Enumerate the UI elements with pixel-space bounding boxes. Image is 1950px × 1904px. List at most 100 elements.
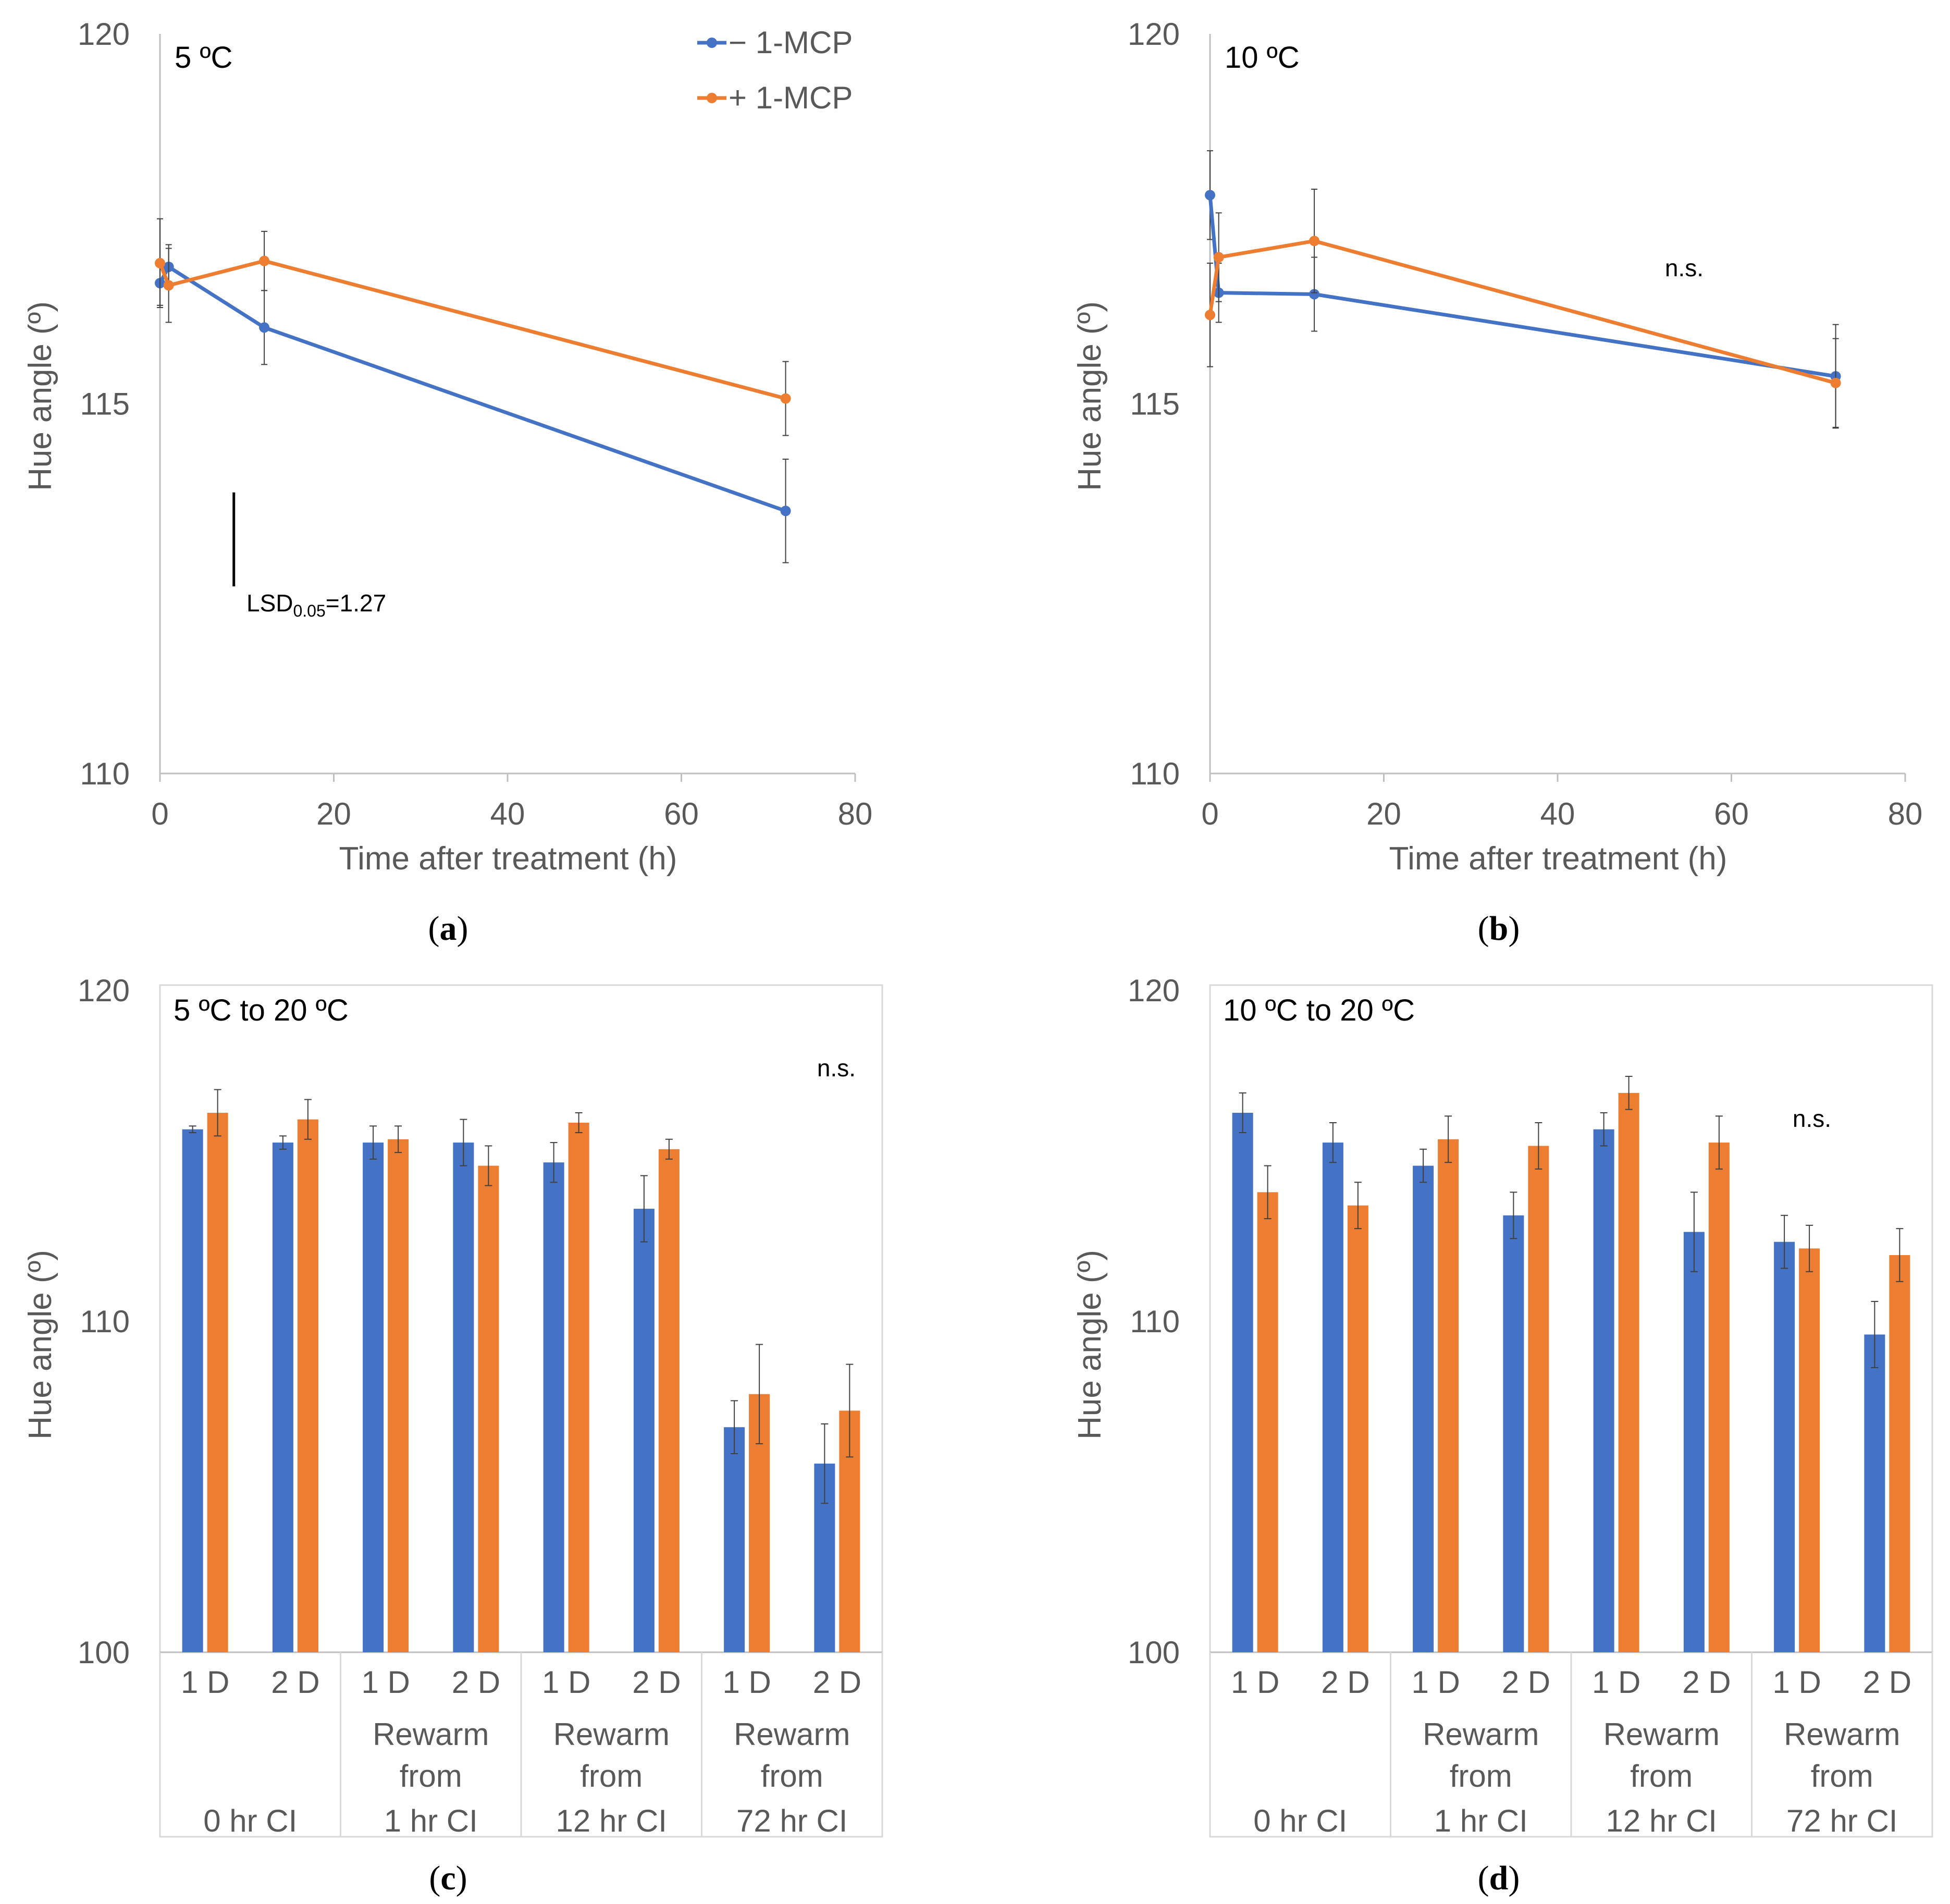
panel-c-title: 5 ºC to 20 ºC <box>174 993 349 1027</box>
bar-minus <box>1413 1165 1434 1652</box>
data-point-plus <box>259 255 270 266</box>
bar-minus <box>182 1129 203 1652</box>
panel-c-label: (c) <box>429 1859 467 1897</box>
bar-plus <box>478 1165 499 1652</box>
data-point-plus <box>780 393 791 404</box>
bar-plus <box>1528 1146 1549 1652</box>
category-label: 2 D <box>632 1665 681 1700</box>
legend-minus-label: − 1-MCP <box>729 25 853 60</box>
group-label: 1 hr CI <box>384 1803 478 1838</box>
x-tick-label: 20 <box>1366 796 1401 831</box>
panel-d-label: (d) <box>1478 1859 1520 1897</box>
panel-a: 5 ºC Hue angle (º) Time after treatment … <box>22 17 872 948</box>
lsd-label: LSD0.05=1.27 <box>246 589 386 620</box>
group-label: 0 hr CI <box>203 1803 297 1838</box>
bar-minus <box>1593 1129 1614 1652</box>
series-line-minus <box>158 265 786 513</box>
panel-a-xlabel: Time after treatment (h) <box>339 841 677 877</box>
group-label: from <box>1630 1759 1693 1794</box>
panel-d-ylabel: Hue angle (º) <box>1072 1250 1108 1440</box>
group-label: from <box>400 1759 462 1794</box>
bar-plus <box>1347 1205 1368 1652</box>
category-label: 1 D <box>1772 1665 1821 1700</box>
group-label: from <box>1450 1759 1512 1794</box>
y-tick-label: 120 <box>78 973 130 1008</box>
y-tick-label: 120 <box>1128 17 1180 52</box>
group-label: from <box>580 1759 643 1794</box>
bar-plus <box>568 1123 589 1652</box>
legend-plus-marker <box>707 93 717 103</box>
panel-a-label: (a) <box>428 910 468 948</box>
category-label: 2 D <box>813 1665 861 1700</box>
y-tick-label: 100 <box>1128 1635 1180 1670</box>
bar-plus <box>1889 1255 1910 1652</box>
y-tick-label: 110 <box>80 1304 130 1339</box>
category-label: 1 D <box>1411 1665 1460 1700</box>
panel-d-annotation: n.s. <box>1793 1105 1831 1132</box>
category-label: 1 D <box>542 1665 590 1700</box>
panel-b-annotation: n.s. <box>1665 254 1704 281</box>
bar-minus <box>724 1427 745 1652</box>
category-label: 2 D <box>1502 1665 1550 1700</box>
bar-plus <box>297 1119 318 1652</box>
y-tick-label: 110 <box>80 756 130 791</box>
x-tick-label: 40 <box>490 796 525 831</box>
x-tick-label: 40 <box>1540 796 1575 831</box>
group-label: Rewarm <box>1603 1717 1720 1752</box>
category-label: 1 D <box>361 1665 410 1700</box>
data-point-plus <box>1205 310 1215 321</box>
group-label: Rewarm <box>1784 1717 1900 1752</box>
y-tick-label: 110 <box>1130 1304 1180 1339</box>
panel-c-ylabel: Hue angle (º) <box>22 1250 58 1440</box>
x-tick-label: 60 <box>664 796 699 831</box>
series-line-minus <box>1208 195 1836 378</box>
y-tick-label: 115 <box>80 387 130 422</box>
series-line-plus <box>1208 239 1836 385</box>
bar-plus <box>1708 1143 1730 1652</box>
group-label: 0 hr CI <box>1253 1803 1347 1838</box>
bar-plus <box>1257 1192 1278 1652</box>
data-point-minus <box>780 506 791 517</box>
panel-d-letter: d <box>1489 1859 1509 1897</box>
bar-plus <box>1799 1248 1820 1652</box>
data-point-plus <box>1309 236 1320 247</box>
data-point-plus <box>1213 252 1224 263</box>
bar-minus <box>1774 1242 1795 1652</box>
panel-b-xlabel: Time after treatment (h) <box>1389 841 1727 877</box>
x-tick-label: 0 <box>1201 796 1218 831</box>
x-tick-label: 80 <box>1888 796 1923 831</box>
bar-minus <box>1864 1334 1885 1652</box>
panel-b-title: 10 ºC <box>1225 41 1300 75</box>
legend-plus-label: + 1-MCP <box>729 80 853 115</box>
panel-c: 5 ºC to 20 ºC Hue angle (º) n.s. (c) 100… <box>22 973 883 1897</box>
panel-d-title: 10 ºC to 20 ºC <box>1223 993 1415 1027</box>
group-label: 12 hr CI <box>1606 1803 1717 1838</box>
group-label: Rewarm <box>373 1717 489 1752</box>
y-tick-label: 120 <box>78 17 130 52</box>
category-label: 1 D <box>1592 1665 1640 1700</box>
category-label: 2 D <box>1682 1665 1731 1700</box>
category-label: 1 D <box>722 1665 771 1700</box>
bar-plus <box>1438 1139 1459 1652</box>
panel-a-ylabel: Hue angle (º) <box>22 301 58 491</box>
y-tick-label: 120 <box>1128 973 1180 1008</box>
panel-b-ylabel: Hue angle (º) <box>1072 301 1108 491</box>
x-tick-label: 20 <box>316 796 351 831</box>
bar-minus <box>1503 1215 1524 1652</box>
group-label: 72 hr CI <box>1786 1803 1897 1838</box>
y-tick-label: 115 <box>1130 387 1180 422</box>
panel-c-annotation: n.s. <box>817 1054 856 1082</box>
bar-minus <box>1322 1143 1343 1652</box>
data-point-minus <box>1309 289 1320 300</box>
category-label: 2 D <box>452 1665 500 1700</box>
group-label: Rewarm <box>1423 1717 1539 1752</box>
bar-minus <box>272 1143 293 1652</box>
group-label: Rewarm <box>553 1717 670 1752</box>
data-point-minus <box>259 322 270 333</box>
category-label: 2 D <box>1321 1665 1369 1700</box>
panel-c-letter: c <box>440 1859 455 1897</box>
panel-a-letter: a <box>440 910 457 948</box>
data-point-plus <box>1830 377 1841 388</box>
x-tick-label: 60 <box>1714 796 1749 831</box>
